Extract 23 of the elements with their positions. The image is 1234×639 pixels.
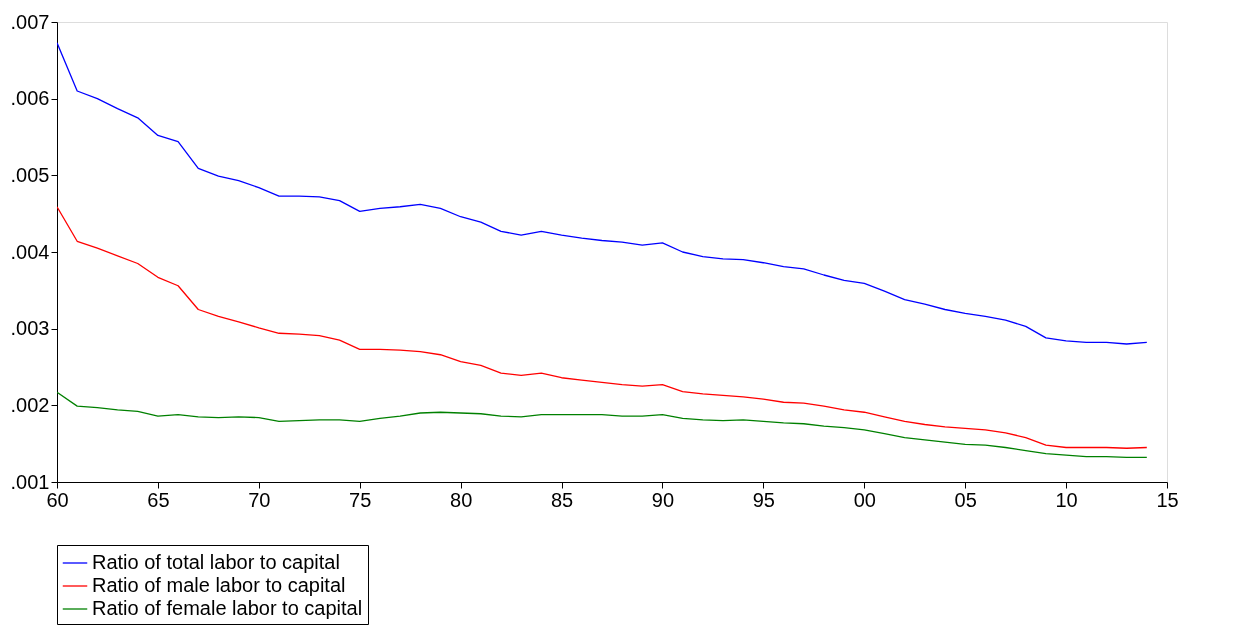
y-tick-label: .006 <box>10 87 50 110</box>
y-tick-label: .004 <box>10 240 50 263</box>
legend-label: Ratio of male labor to capital <box>92 574 346 596</box>
y-tick-label: .002 <box>10 393 50 416</box>
legend-label: Ratio of total labor to capital <box>92 551 340 573</box>
y-tick-label: .005 <box>10 163 50 186</box>
line-series <box>57 206 1148 449</box>
x-tick-label: 65 <box>147 488 170 511</box>
x-tick-label: 00 <box>853 488 876 511</box>
x-tick-label: 15 <box>1156 488 1179 511</box>
x-tick-label: 05 <box>954 488 977 511</box>
x-tick-label: 90 <box>651 488 675 511</box>
x-tick-label: 10 <box>1055 488 1078 511</box>
x-tick-label: 80 <box>450 488 473 511</box>
line-series <box>57 391 1148 459</box>
y-tick-label: .003 <box>10 317 50 340</box>
y-tick-label: .007 <box>10 10 50 33</box>
x-tick-label: 95 <box>752 488 775 511</box>
legend-label: Ratio of female labor to capital <box>92 597 363 619</box>
line-series <box>57 42 1148 345</box>
x-tick-label: 75 <box>349 488 372 511</box>
x-tick-label: 70 <box>248 488 271 511</box>
x-tick-label: 85 <box>550 488 574 511</box>
